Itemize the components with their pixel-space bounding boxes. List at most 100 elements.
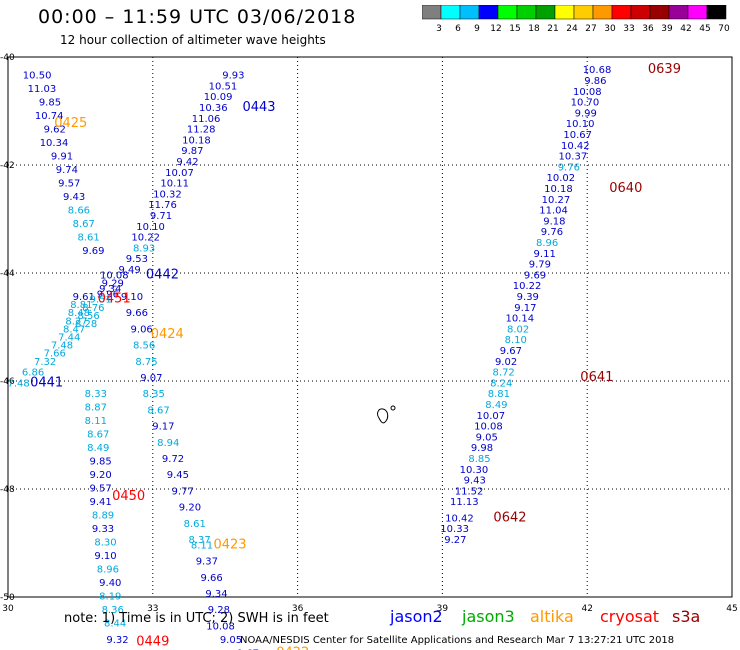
wave-height-point: 10.67 <box>563 130 592 141</box>
wave-height-point: 8.48 <box>68 308 90 319</box>
wave-height-point: 9.33 <box>92 524 114 535</box>
scale-swatch <box>422 5 442 20</box>
scale-swatch <box>668 5 689 20</box>
island-shape <box>377 405 396 424</box>
scale-label: 27 <box>585 24 596 34</box>
wave-height-point: 8.47 <box>63 324 85 335</box>
wave-height-point: 9.34 <box>99 284 121 295</box>
wave-height-point: 10.22 <box>513 281 542 292</box>
pass-time-label: 0451 <box>98 292 131 307</box>
wave-height-point: 9.06 <box>131 324 153 335</box>
scale-label: 36 <box>642 24 654 34</box>
wave-height-point: 8.10 <box>505 335 527 346</box>
wave-height-point: 9.57 <box>90 484 112 495</box>
pass-time-label: 0423 <box>213 537 246 552</box>
wave-height-point: 8.19 <box>99 592 121 603</box>
wave-height-point: 10.10 <box>566 119 595 130</box>
wave-height-point: 9.76 <box>541 227 563 238</box>
wave-height-point: 8.93 <box>133 243 155 254</box>
scale-swatch <box>649 5 670 20</box>
wave-height-point: 8.81 <box>70 300 92 311</box>
scale-swatch <box>630 5 651 20</box>
wave-height-point: 10.51 <box>209 81 238 92</box>
scale-swatch <box>687 5 708 20</box>
wave-height-point: 9.05 <box>476 432 498 443</box>
page-subtitle: 12 hour collection of altimeter wave hei… <box>60 33 326 47</box>
y-tick-label: -42 <box>0 161 15 171</box>
wave-height-point: 10.42 <box>445 513 474 524</box>
wave-height-point: 10.34 <box>40 138 69 149</box>
wave-height-point: 8.76 <box>82 303 104 314</box>
wave-height-point: 9.17 <box>514 303 536 314</box>
pass-time-label: 0424 <box>151 327 184 342</box>
scale-label: 45 <box>699 24 710 34</box>
wave-height-point: 7.48 <box>51 341 73 352</box>
pass-time-label: 0442 <box>146 267 179 282</box>
wave-height-point: 9.76 <box>558 162 580 173</box>
wave-height-point: 7.32 <box>34 357 56 368</box>
wave-height-point: 9.10 <box>121 292 143 303</box>
wave-height-point: 9.67 <box>500 346 522 357</box>
wave-height-point: 9.74 <box>56 165 78 176</box>
wave-height-point: 11.13 <box>450 497 479 508</box>
x-tick-label: 30 <box>2 604 14 614</box>
wave-height-point: 11.03 <box>28 84 57 95</box>
wave-height-point: 11.04 <box>539 206 568 217</box>
wave-height-point: 8.94 <box>157 438 179 449</box>
wave-height-point: 9.45 <box>167 470 189 481</box>
wave-height-point: 9.61 <box>73 292 95 303</box>
wave-height-point: 8.33 <box>85 389 107 400</box>
wave-height-point: 9.42 <box>176 157 198 168</box>
pass-time-label: 0449 <box>136 635 169 650</box>
wave-height-point: 10.32 <box>153 189 182 200</box>
wave-height-point: 8.96 <box>536 238 558 249</box>
scale-label: 70 <box>718 24 730 34</box>
satellite-legend-item: jason2 <box>390 607 443 626</box>
wave-height-point: 9.86 <box>584 76 606 87</box>
wave-height-point: 9.66 <box>126 308 148 319</box>
wave-height-point: 8.61 <box>77 233 99 244</box>
wave-height-point: 10.42 <box>561 141 590 152</box>
scale-swatch <box>592 5 613 20</box>
wave-height-point: 8.67 <box>87 430 109 441</box>
wave-height-point: 10.70 <box>571 98 600 109</box>
scale-swatch <box>497 5 518 20</box>
wave-height-point: 9.85 <box>90 457 112 468</box>
wave-height-point: 9.96 <box>97 289 119 300</box>
scale-label: 21 <box>547 24 558 34</box>
wave-height-point: 8.27 <box>65 316 87 327</box>
wave-height-point: 8.85 <box>468 454 490 465</box>
wave-height-point: 9.40 <box>99 578 121 589</box>
wave-height-point: 8.11 <box>85 416 107 427</box>
scale-swatch <box>554 5 575 20</box>
wave-height-point: 8.49 <box>485 400 507 411</box>
wave-height-point: 9.02 <box>495 357 517 368</box>
wave-height-point: 9.51 <box>90 295 112 306</box>
page-title: 00:00 – 11:59 UTC 03/06/2018 <box>38 6 357 28</box>
wave-height-point: 9.93 <box>222 71 244 82</box>
wave-height-point: 8.81 <box>488 389 510 400</box>
wave-height-point: 10.09 <box>204 92 233 103</box>
scale-label: 24 <box>566 24 578 34</box>
satellite-legend-item: cryosat <box>600 607 660 626</box>
scale-swatch <box>459 5 480 20</box>
wave-height-point: 9.53 <box>126 254 148 265</box>
wave-height-point: 9.43 <box>464 476 486 487</box>
wave-height-point: 10.22 <box>131 233 160 244</box>
x-tick-label: 45 <box>726 604 737 614</box>
wave-height-point: 9.85 <box>39 98 61 109</box>
wave-height-point: 10.37 <box>559 152 588 163</box>
y-tick-label: -46 <box>0 377 15 387</box>
wave-height-point: 8.56 <box>77 311 99 322</box>
wave-height-point: 8.02 <box>507 324 529 335</box>
pass-time-label: 0422 <box>276 645 309 650</box>
wave-height-point: 8.89 <box>92 511 114 522</box>
y-tick-label: -50 <box>0 593 15 603</box>
wave-height-point: 8.61 <box>184 519 206 530</box>
scale-label: 39 <box>661 24 673 34</box>
wave-height-point: 9.27 <box>444 535 466 546</box>
wave-height-point: 9.18 <box>543 216 565 227</box>
